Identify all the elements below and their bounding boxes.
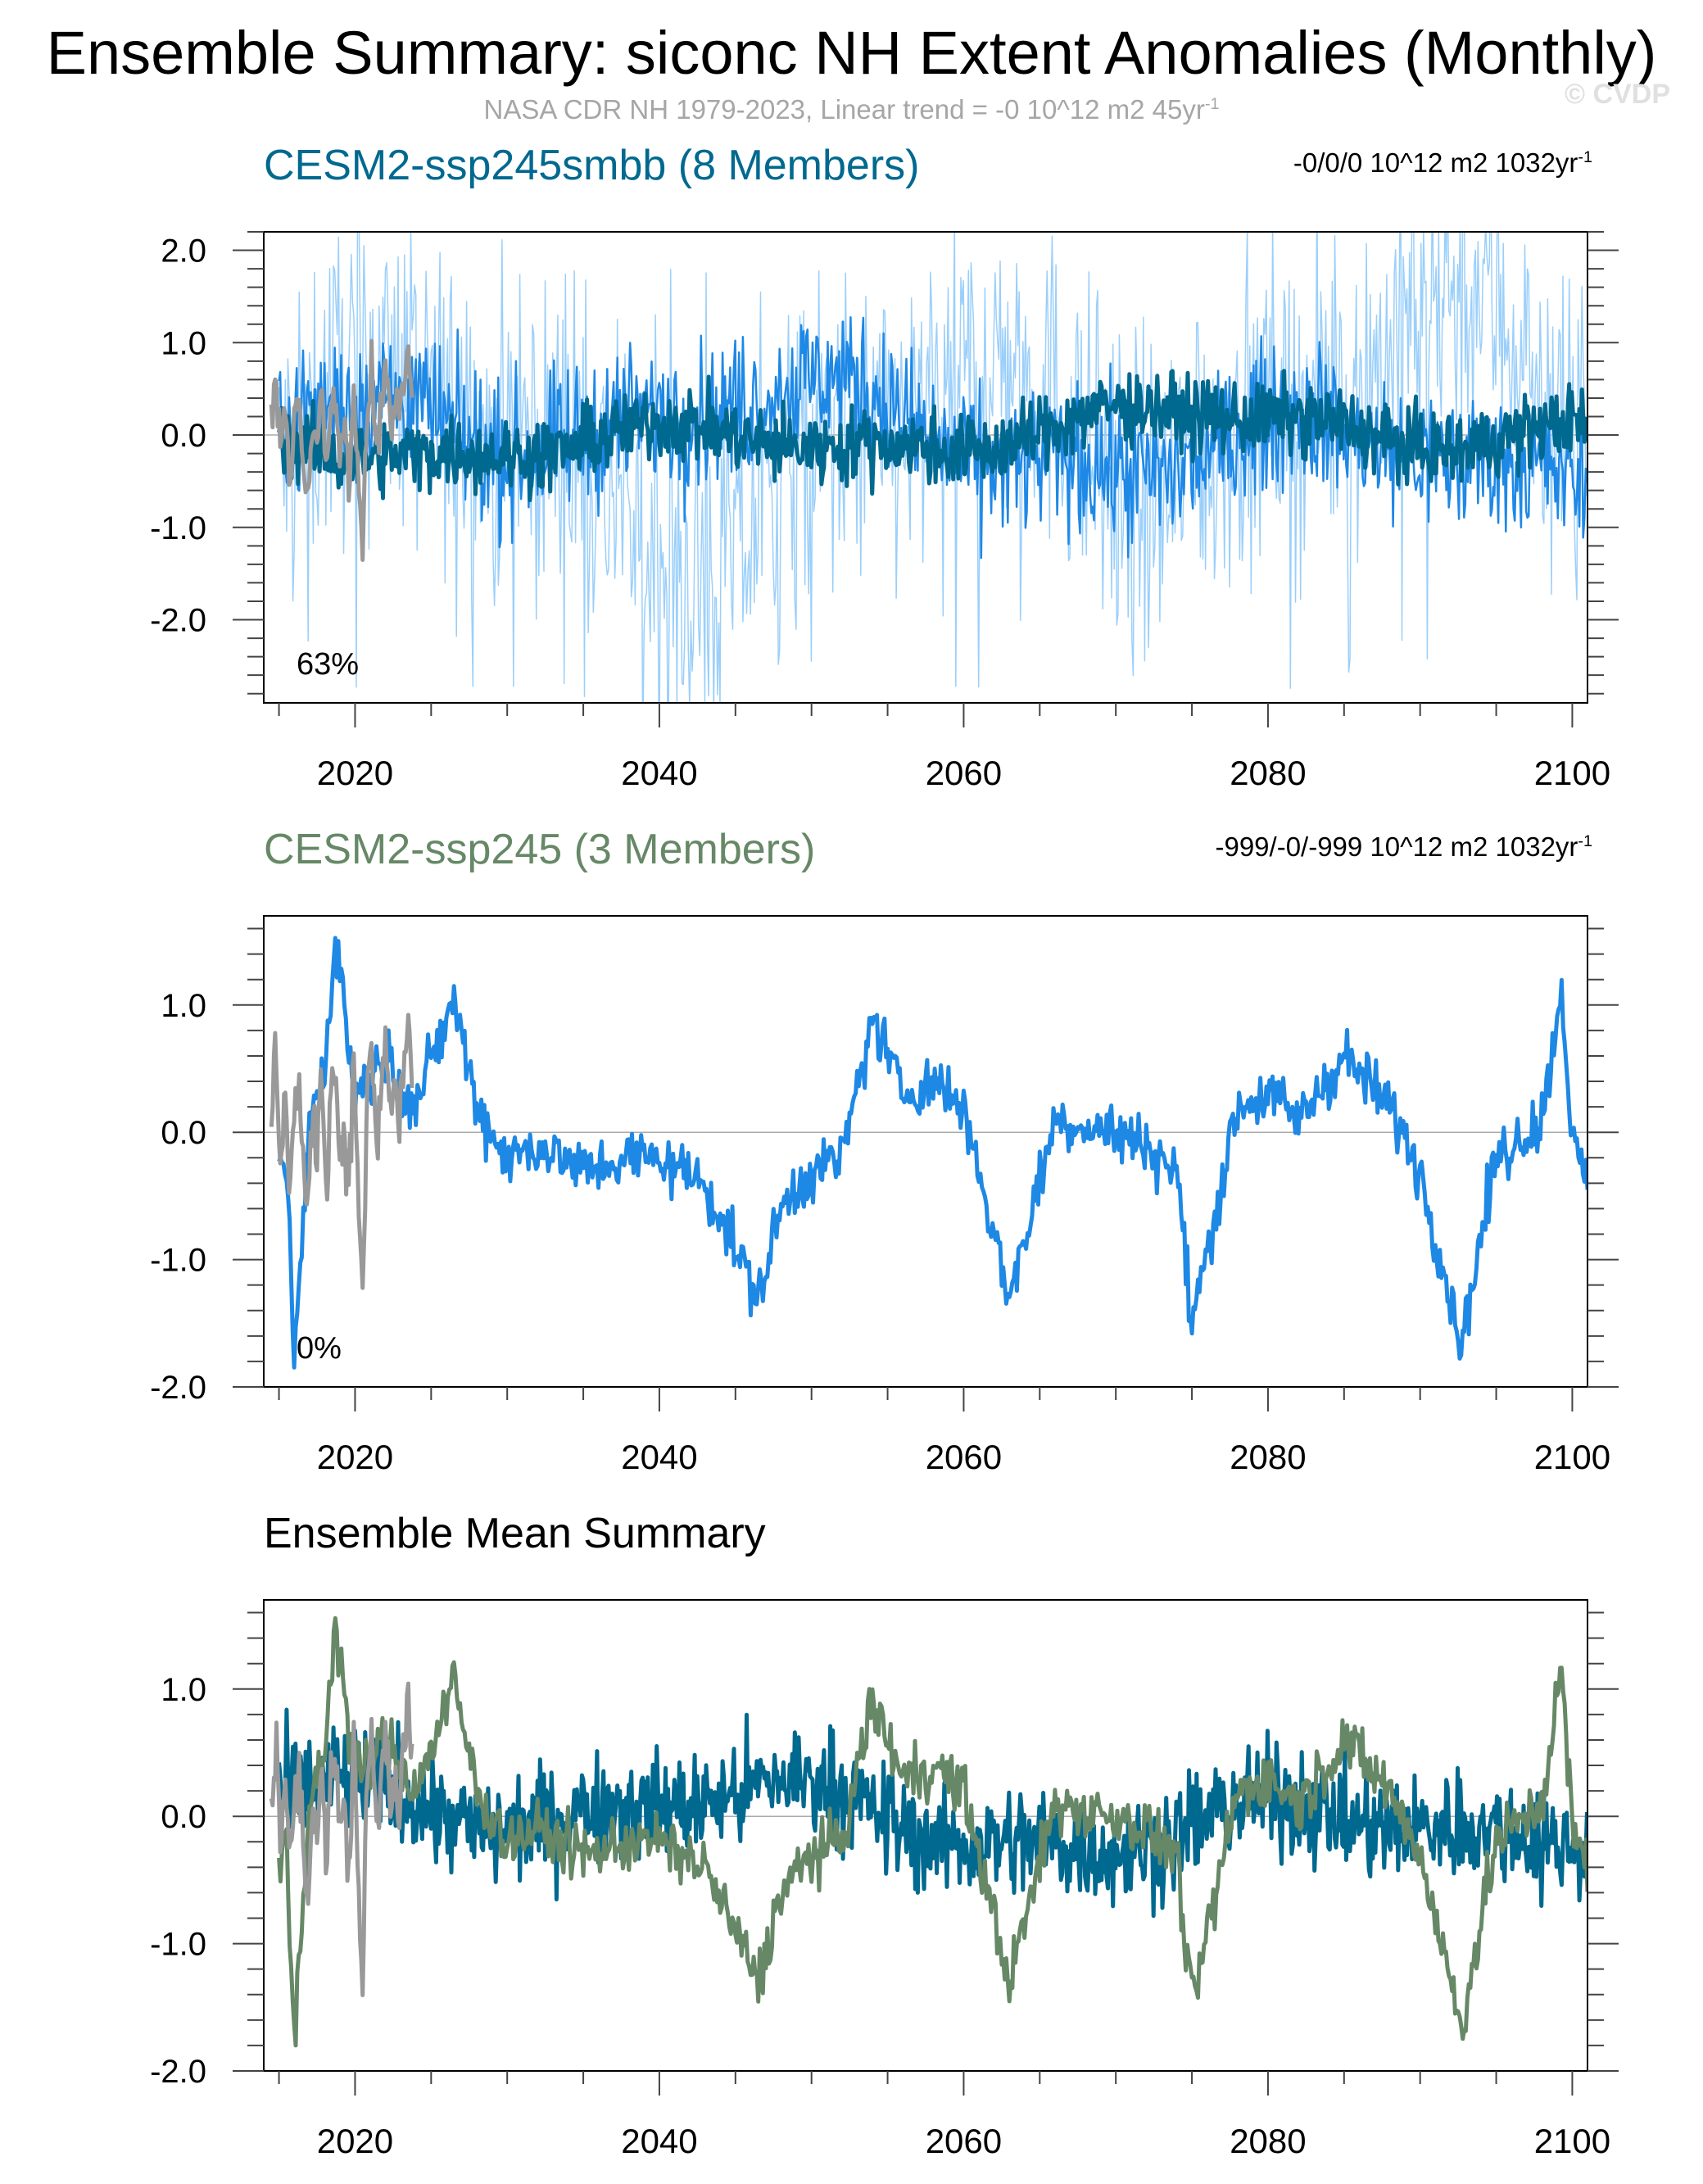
y-tick-label: 0.0: [161, 1115, 206, 1151]
x-tick-label: 2060: [926, 2122, 1002, 2160]
figure-title: Ensemble Summary: siconc NH Extent Anoma…: [46, 19, 1657, 87]
x-tick-label: 2020: [317, 1438, 393, 1476]
y-tick-label: -1.0: [150, 1243, 206, 1279]
panel-3: 1.0 0.0 -1.0 -2.0 2020 2040 2060 2080 2100: [150, 1599, 1619, 2160]
y-tick-label: -1.0: [150, 510, 206, 546]
x-tick-label: 2100: [1534, 754, 1610, 792]
y-tick-label: -1.0: [150, 1927, 206, 1963]
panel-1-percent-label: 63%: [297, 647, 359, 682]
panel1-title: CESM2-ssp245smbb (8 Members): [264, 142, 920, 189]
x-tick-label: 2040: [621, 754, 697, 792]
panel-3-series-ssp245smbb-mean: [277, 1707, 1588, 1919]
panel-2: 1.0 0.0 -1.0 -2.0 2020 2040 2060 2080 2100 0%: [150, 915, 1619, 1476]
y-tick-label: 1.0: [161, 988, 206, 1024]
x-tick-label: 2100: [1534, 1438, 1610, 1476]
x-tick-label: 2080: [1230, 754, 1306, 792]
panel2-trend: -999/-0/-999 10^12 m2 1032yr-1: [1215, 831, 1592, 863]
x-tick-label: 2100: [1534, 2122, 1610, 2160]
panel-1-plot-area: [264, 232, 1588, 703]
x-tick-label: 2020: [317, 754, 393, 792]
panel-2-percent-label: 0%: [297, 1331, 342, 1366]
x-tick-label: 2040: [621, 1438, 697, 1476]
subtitle-exponent: -1: [1204, 95, 1220, 113]
x-tick-label: 2080: [1230, 1438, 1306, 1476]
panel-3-series-observation: [269, 1681, 414, 1997]
panel-3-frame: [263, 1599, 1588, 2072]
panel-1-frame: [263, 231, 1588, 704]
panel-3-series-ssp245-mean: [277, 1615, 1588, 2048]
x-tick-label: 2080: [1230, 2122, 1306, 2160]
y-tick-label: 2.0: [161, 233, 206, 270]
panel-1-series-observation: [269, 338, 414, 562]
panel3-title: Ensemble Mean Summary: [264, 1510, 766, 1557]
panel-2-series-member-line: [277, 936, 1588, 1370]
cvdp-watermark: © CVDP: [1565, 79, 1670, 110]
x-tick-label: 2060: [926, 754, 1002, 792]
panel1-trend-exponent: -1: [1578, 148, 1592, 166]
y-tick-label: 1.0: [161, 1672, 206, 1708]
y-tick-label: 1.0: [161, 325, 206, 361]
panel-2-plot-area: [264, 936, 1588, 1370]
y-tick-label: -2.0: [150, 1370, 206, 1406]
x-tick-label: 2020: [317, 2122, 393, 2160]
x-tick-label: 2060: [926, 1438, 1002, 1476]
panel-2-series-observation: [269, 1013, 414, 1290]
panel-3-plot-area: [264, 1615, 1588, 2048]
panel2-trend-exponent: -1: [1578, 832, 1592, 850]
y-tick-label: 0.0: [161, 1799, 206, 1835]
y-tick-label: -2.0: [150, 603, 206, 639]
panel1-trend-text: -0/0/0 10^12 m2 1032yr: [1293, 147, 1578, 178]
subtitle-text: NASA CDR NH 1979-2023, Linear trend = -0…: [483, 94, 1205, 125]
x-tick-label: 2040: [621, 2122, 697, 2160]
y-tick-label: 0.0: [161, 418, 206, 454]
panel-2-frame: [263, 915, 1588, 1388]
panel2-title: CESM2-ssp245 (3 Members): [264, 826, 816, 873]
panel1-trend: -0/0/0 10^12 m2 1032yr-1: [1293, 147, 1592, 179]
y-tick-label: -2.0: [150, 2054, 206, 2090]
panel-1: 2.0 1.0 0.0 -1.0 -2.0 2020 2040 2060 2080 2100 63%: [150, 231, 1619, 792]
figure-subtitle: NASA CDR NH 1979-2023, Linear trend = -0…: [0, 94, 1703, 125]
panel2-trend-text: -999/-0/-999 10^12 m2 1032yr: [1215, 831, 1578, 862]
panel-1-series-ensemble-mean: [277, 369, 1588, 502]
